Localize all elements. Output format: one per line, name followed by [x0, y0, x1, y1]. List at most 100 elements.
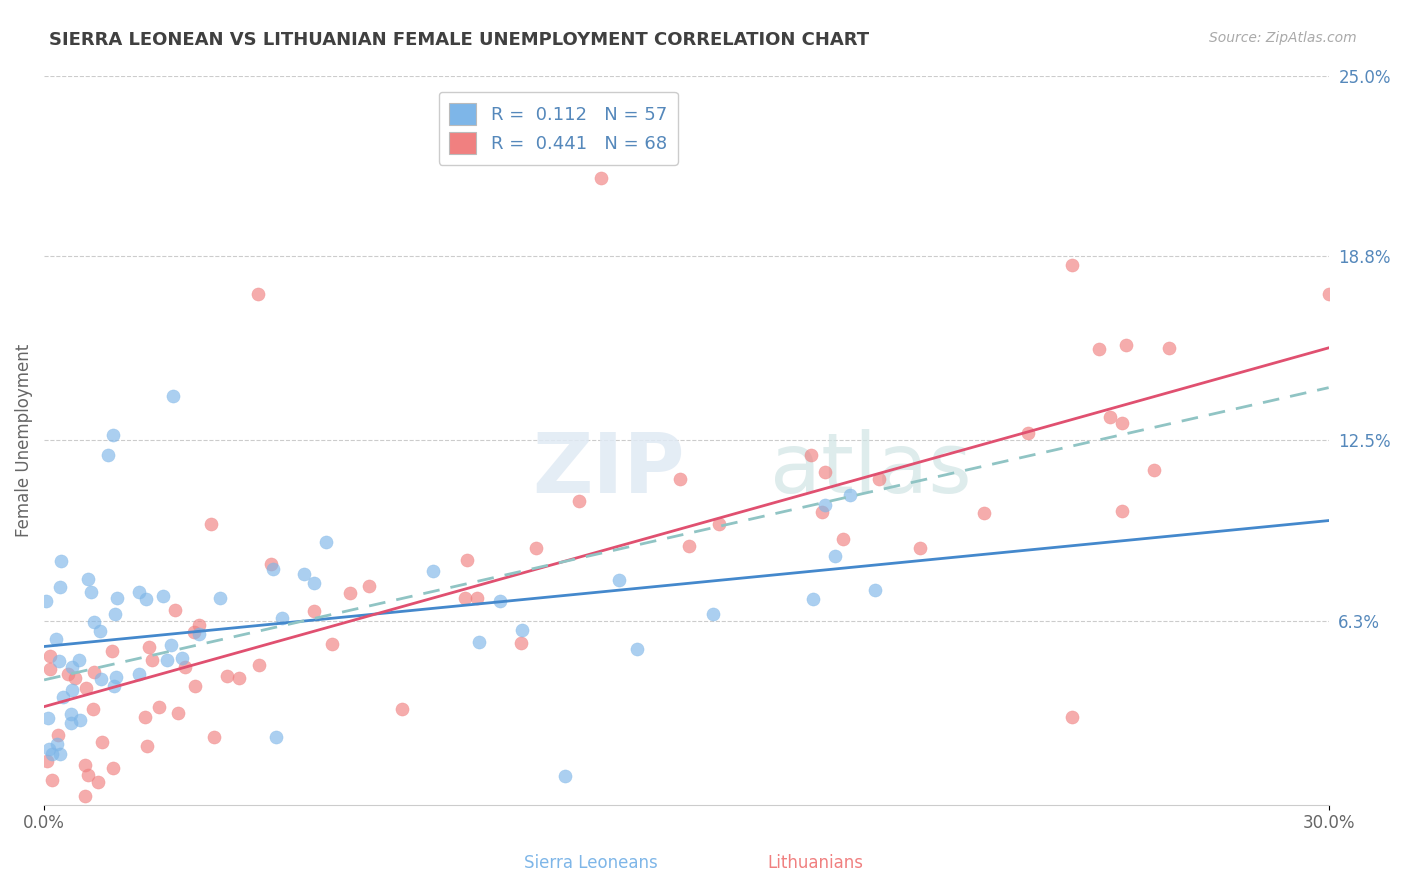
Point [1087, 343, 1109, 357]
Point [200, 517, 222, 532]
Point [801, 592, 824, 607]
Point [468, 635, 491, 649]
Point [101, 644, 124, 658]
Point [56, 666, 79, 681]
Point [510, 623, 533, 637]
Point [152, 589, 174, 603]
Point [148, 699, 170, 714]
Point [524, 541, 547, 556]
Point [454, 591, 477, 605]
Point [89, 624, 111, 639]
Point [247, 657, 270, 672]
Point [709, 516, 731, 531]
Point [103, 428, 125, 442]
Point [509, 635, 531, 649]
Point [170, 651, 193, 665]
Point [75, 758, 97, 772]
Point [59, 715, 82, 730]
Point [183, 679, 205, 693]
Point [810, 505, 832, 519]
Point [208, 591, 231, 605]
Point [134, 710, 156, 724]
Point [35, 754, 58, 768]
Point [183, 624, 205, 639]
Point [1017, 425, 1039, 440]
Point [38, 649, 60, 664]
Point [302, 575, 325, 590]
Point [262, 561, 284, 575]
Point [1115, 337, 1137, 351]
Point [304, 604, 326, 618]
Point [321, 637, 343, 651]
Point [41, 773, 63, 788]
Point [814, 465, 837, 479]
Point [76, 768, 98, 782]
Point [188, 627, 211, 641]
Point [97, 448, 120, 462]
Legend: R =  0.112   N = 57, R =  0.441   N = 68: R = 0.112 N = 57, R = 0.441 N = 68 [439, 92, 678, 165]
Point [105, 591, 128, 605]
Point [1111, 504, 1133, 518]
Point [39, 662, 62, 676]
Point [292, 567, 315, 582]
Point [103, 679, 125, 693]
Point [270, 611, 292, 625]
Point [51, 554, 73, 568]
Point [156, 653, 179, 667]
Y-axis label: Female Unemployment: Female Unemployment [15, 343, 32, 537]
Text: ZIP: ZIP [533, 429, 685, 509]
Point [391, 702, 413, 716]
Point [128, 667, 150, 681]
Point [465, 591, 488, 605]
Point [41, 747, 63, 761]
Point [35, 594, 58, 608]
Point [75, 681, 97, 696]
Point [339, 586, 361, 600]
Point [174, 659, 197, 673]
Point [814, 498, 837, 512]
Point [90, 673, 112, 687]
Point [167, 706, 190, 721]
Point [824, 549, 846, 563]
Point [46, 737, 69, 751]
Point [1099, 410, 1122, 425]
Point [101, 761, 124, 775]
Point [69, 713, 91, 727]
Point [63, 671, 86, 685]
Point [128, 585, 150, 599]
Point [228, 671, 250, 685]
Point [910, 541, 932, 556]
Point [568, 494, 591, 508]
Point [141, 652, 163, 666]
Point [105, 670, 128, 684]
Point [165, 603, 187, 617]
Point [136, 739, 159, 753]
Text: Source: ZipAtlas.com: Source: ZipAtlas.com [1209, 31, 1357, 45]
Point [678, 539, 700, 553]
Point [589, 170, 612, 185]
Point [1060, 258, 1083, 272]
Point [87, 775, 110, 789]
Point [626, 641, 648, 656]
Point [554, 769, 576, 783]
Point [59, 706, 82, 721]
Point [217, 669, 239, 683]
Point [67, 653, 90, 667]
Point [315, 535, 337, 549]
Point [831, 532, 853, 546]
Point [260, 557, 283, 571]
Point [104, 607, 127, 622]
Point [488, 594, 510, 608]
Point [60, 683, 83, 698]
Point [135, 591, 157, 606]
Point [48, 654, 70, 668]
Point [73, 789, 96, 803]
Point [973, 506, 995, 520]
Point [37, 710, 59, 724]
Point [48, 747, 70, 761]
Text: SIERRA LEONEAN VS LITHUANIAN FEMALE UNEMPLOYMENT CORRELATION CHART: SIERRA LEONEAN VS LITHUANIAN FEMALE UNEM… [49, 31, 869, 49]
Point [1111, 416, 1133, 430]
Point [868, 472, 890, 486]
Point [669, 472, 692, 486]
Point [702, 607, 724, 621]
